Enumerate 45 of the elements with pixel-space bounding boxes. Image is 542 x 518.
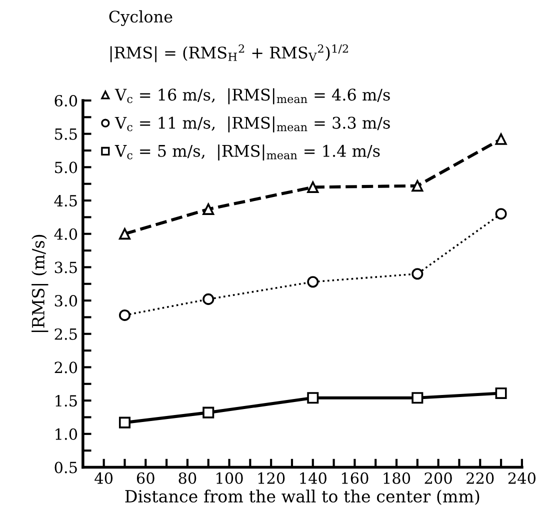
point	[495, 208, 507, 220]
x-tick-label: 180	[384, 472, 410, 484]
point	[495, 387, 507, 399]
x-tick-label: 60	[136, 472, 154, 484]
y-tick-label: 2.0	[54, 362, 78, 374]
text: |RMS| = (RMS$_{H}$$^{2}$ + RMS$_{V}$$^{2}$)$^{1/2}$	[110, 44, 348, 62]
point	[118, 228, 131, 240]
point	[307, 392, 319, 404]
x-tick-label: 120	[258, 472, 285, 484]
point	[202, 203, 214, 215]
legend-label: V$_{c}$ = 5 m/s, |RMS|$_{mean}$ = 1.4 m/s	[114, 144, 380, 160]
y-tick-label: 3.5	[54, 262, 77, 274]
point	[412, 268, 424, 280]
x-tick-label: 100	[216, 472, 243, 484]
point	[307, 181, 319, 193]
y-tick-label: 6.0	[54, 94, 78, 107]
point	[307, 276, 319, 288]
y-tick-label: 1.5	[56, 395, 77, 407]
point	[412, 392, 424, 404]
x-tick-label: 160	[342, 472, 368, 484]
y-tick-label: 3.0	[54, 295, 78, 307]
point	[118, 309, 131, 321]
point	[202, 293, 214, 305]
y-tick-label: 4.0	[54, 228, 78, 240]
x-tick-label: 220	[466, 472, 494, 484]
legend-label: V$_{c}$ = 16 m/s, |RMS|$_{mean}$ = 4.6 m/s	[114, 88, 390, 104]
point	[495, 133, 507, 145]
point	[118, 416, 131, 428]
x-tick-label: 140	[300, 472, 326, 484]
y-tick-label: 5.0	[55, 162, 78, 174]
legend-label: V$_{c}$ = 11 m/s, |RMS|$_{mean}$ = 3.3 m/s	[114, 116, 390, 132]
y-axis-title: |RMS| (m/s)	[32, 234, 48, 332]
y-tick-label: 0.5	[54, 462, 77, 474]
point	[412, 180, 424, 192]
x-tick-label: 240	[508, 472, 536, 484]
x-tick-label: 40	[94, 472, 113, 484]
y-tick-label: 1.0	[56, 428, 78, 440]
y-tick-label: 2.5	[54, 328, 77, 340]
y-tick-label: 4.5	[54, 194, 77, 207]
text: Cyclone	[109, 10, 172, 26]
x-tick-label: 80	[178, 472, 196, 484]
x-tick-label: 200	[424, 472, 452, 484]
y-tick-label: 5.5	[55, 128, 77, 140]
x-axis-title: Distance from the wall to the center (mm)	[125, 490, 480, 505]
point	[202, 406, 214, 418]
